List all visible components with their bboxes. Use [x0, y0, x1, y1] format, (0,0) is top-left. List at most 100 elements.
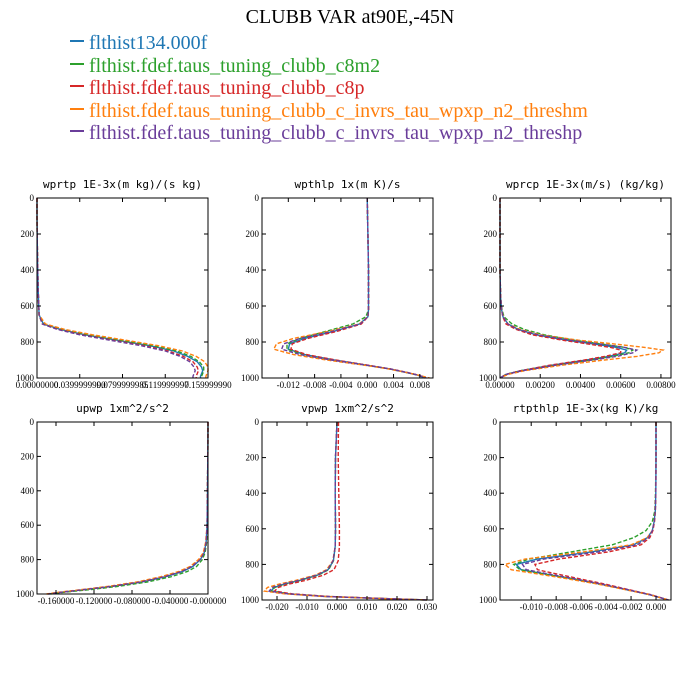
series-line-3	[36, 198, 209, 378]
y-tick-label: 400	[484, 488, 498, 498]
x-tick-label: -0.008	[303, 380, 327, 390]
y-tick-label: 400	[246, 488, 260, 498]
series-line-1	[36, 198, 205, 378]
x-tick-label: 0.030	[417, 602, 438, 612]
y-tick-label: 800	[246, 337, 260, 347]
legend-item: flthist134.000f	[70, 32, 588, 55]
series-line-2	[273, 421, 428, 601]
series-line-1	[499, 198, 635, 379]
series-line-4	[499, 198, 639, 379]
panel-title: wprcp 1E-3x(m/s) (kg/kg)	[506, 178, 665, 191]
series-line-1	[286, 197, 426, 379]
legend-label: flthist.fdef.taus_tuning_clubb_c_invrs_t…	[89, 122, 583, 144]
x-tick-label: -0.040000	[152, 596, 189, 606]
panel-title: wprtp 1E-3x(m kg)/(s kg)	[43, 178, 202, 191]
series-line-0	[48, 421, 209, 595]
y-tick-label: 800	[21, 555, 35, 565]
y-tick-label: 800	[484, 337, 498, 347]
x-tick-label: 0.00400	[566, 380, 596, 390]
x-tick-label: 0.00600	[606, 380, 636, 390]
y-tick-label: 600	[484, 524, 498, 534]
panel-title: upwp 1xm^2/s^2	[76, 402, 169, 415]
plot-frame	[499, 197, 672, 379]
y-tick-label: 1000	[16, 589, 35, 599]
y-tick-label: 800	[21, 337, 35, 347]
plot-frame	[261, 197, 434, 379]
y-tick-label: 200	[484, 453, 498, 463]
panel-2: wprcp 1E-3x(m/s) (kg/kg) 0 200 400 600 800 100…	[479, 178, 676, 390]
y-tick-label: 0	[30, 193, 35, 203]
panel-3: upwp 1xm^2/s^2 0 200 400 600 800 1000-0.160000…	[16, 402, 227, 606]
series-line-0	[269, 421, 428, 601]
panel-0: wprtp 1E-3x(m kg)/(s kg) 0 200 400 600 800 100…	[16, 178, 233, 390]
x-tick-label: 0.008	[410, 380, 431, 390]
x-tick-label: -0.010	[295, 602, 319, 612]
y-tick-label: 400	[246, 265, 260, 275]
x-tick-label: 0.159999990	[184, 380, 232, 390]
x-tick-label: -0.160000	[38, 596, 75, 606]
legend-swatch	[70, 40, 84, 43]
x-tick-label: -0.008	[545, 602, 569, 612]
x-tick-label: 0.000	[327, 602, 348, 612]
y-tick-label: 0	[493, 193, 498, 203]
plot-frame	[36, 421, 209, 595]
series-line-4	[267, 421, 428, 601]
y-tick-label: 0	[493, 417, 498, 427]
plot-frame	[499, 421, 672, 601]
y-tick-label: 200	[21, 451, 35, 461]
y-tick-label: 200	[246, 453, 260, 463]
x-tick-label: -0.080000	[114, 596, 151, 606]
series-line-3	[46, 421, 209, 595]
x-tick-label: 0.119999997	[142, 380, 189, 390]
series-group	[36, 198, 209, 378]
y-tick-label: 400	[21, 265, 35, 275]
series-group	[503, 422, 669, 601]
legend-item: flthist.fdef.taus_tuning_clubb_c_invrs_t…	[70, 122, 588, 145]
legend-label: flthist.fdef.taus_tuning_clubb_c8p	[89, 77, 365, 99]
x-tick-label: 0.0399999990	[54, 380, 106, 390]
x-tick-label: -0.012	[277, 380, 300, 390]
series-line-1	[270, 421, 428, 601]
legend-label: flthist.fdef.taus_tuning_clubb_c8m2	[89, 54, 381, 77]
y-tick-label: 1000	[16, 373, 35, 383]
series-line-3	[263, 421, 428, 601]
series-group	[499, 198, 665, 379]
y-tick-label: 200	[246, 229, 260, 239]
y-tick-label: 200	[21, 229, 35, 239]
series-line-0	[514, 422, 669, 601]
legend-item: flthist.fdef.taus_tuning_clubb_c_invrs_t…	[70, 100, 588, 123]
y-tick-label: 600	[21, 301, 35, 311]
panel-1: wpthlp 1x(m K)/s02004006008001000-0.012-…	[241, 178, 434, 390]
x-tick-label: -0.006	[570, 602, 594, 612]
panel-4: vpwp 1xm^2/s^2 0 200 400 600 800 1000 -0.020 -0.…	[241, 402, 438, 612]
y-tick-label: 1000	[241, 595, 260, 605]
plot-frame	[261, 421, 434, 601]
series-group	[272, 197, 430, 379]
series-line-2	[499, 198, 622, 379]
x-tick-label: -0.010	[520, 602, 544, 612]
series-line-2	[47, 421, 209, 595]
y-tick-label: 0	[255, 193, 260, 203]
x-tick-label: 0.00200	[526, 380, 556, 390]
series-line-4	[521, 422, 669, 601]
x-tick-label: 0.020	[387, 602, 408, 612]
series-line-0	[499, 198, 628, 379]
series-group	[46, 421, 209, 595]
y-tick-label: 400	[484, 265, 498, 275]
legend-swatch	[70, 107, 84, 110]
x-tick-label: 0.004	[383, 380, 404, 390]
y-tick-label: 600	[246, 524, 260, 534]
x-tick-label: 0.000	[646, 602, 667, 612]
y-tick-label: 1000	[479, 595, 498, 605]
legend-swatch	[70, 85, 84, 88]
main-title: CLUBB VAR at90E,-45N	[245, 6, 455, 28]
legend-item: flthist.fdef.taus_tuning_clubb_c8p	[70, 77, 588, 100]
y-tick-label: 0	[30, 417, 35, 427]
x-tick-label: -0.000000	[190, 596, 227, 606]
series-line-3	[499, 198, 665, 379]
legend-item: flthist.fdef.taus_tuning_clubb_c8m2	[70, 55, 588, 78]
panel-title: wpthlp 1x(m K)/s	[295, 178, 401, 191]
y-tick-label: 800	[246, 559, 260, 569]
y-tick-label: 800	[484, 559, 498, 569]
